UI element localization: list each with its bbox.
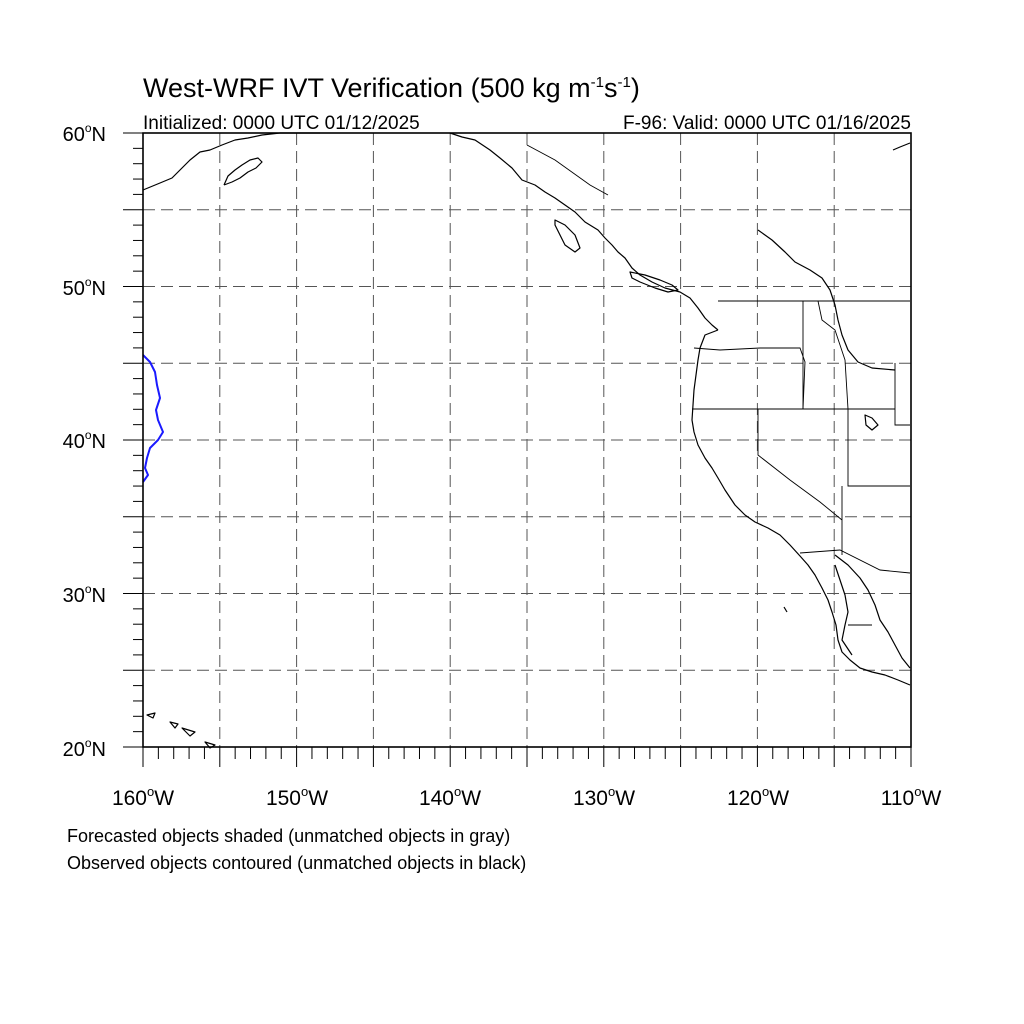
lon-label-140: 140oW	[419, 784, 481, 810]
island-great-salt-lake	[864, 414, 879, 431]
lon-label-150: 150oW	[266, 784, 328, 810]
coastline-alaska-east	[757, 229, 896, 371]
border-idaho-mt	[817, 300, 849, 410]
lon-label-110: 110oW	[881, 784, 942, 810]
island-hawaii-2	[169, 721, 179, 729]
lon-label-130: 130oW	[573, 784, 635, 810]
graticule	[143, 133, 911, 747]
lat-label-60: 60oN	[63, 121, 106, 146]
border-ca-nv	[757, 409, 843, 521]
island-2	[554, 219, 581, 253]
latitude-labels: 60oN 50oN 40oN 30oN 20oN	[63, 121, 106, 761]
coastline-baja	[834, 564, 853, 656]
observed-ivt-object	[142, 354, 164, 483]
border-wy	[894, 363, 910, 426]
forecast-objects-note: Forecasted objects shaded (unmatched obj…	[67, 826, 511, 846]
lat-label-30: 30oN	[63, 582, 106, 607]
island-hawaii-3	[181, 727, 196, 737]
map-title: West-WRF IVT Verification (500 kg m-1s-1…	[143, 73, 640, 103]
longitude-labels: 160oW 150oW 140oW 130oW 120oW 110oW	[112, 784, 942, 810]
lat-label-50: 50oN	[63, 275, 106, 300]
coastline-alaska-gulf	[449, 132, 719, 331]
coastline-baja-gulf	[834, 554, 911, 669]
init-time-label: Initialized: 0000 UTC 01/12/2025	[143, 113, 420, 134]
coastline-hudson	[892, 142, 911, 151]
coastline-pacific-us	[691, 329, 911, 686]
island-hawaii-1	[146, 712, 156, 719]
coastlines	[142, 132, 911, 749]
border-us-mexico	[799, 549, 911, 574]
border-alaska-canada	[526, 144, 609, 196]
map-frame	[142, 132, 912, 748]
border-nv-ut	[847, 409, 910, 487]
lat-label-40: 40oN	[63, 428, 106, 453]
island-channel	[783, 606, 788, 613]
lon-label-160: 160oW	[112, 784, 174, 810]
border-wa-or	[693, 347, 806, 410]
island-vancouver	[629, 271, 679, 293]
valid-time-label: F-96: Valid: 0000 UTC 01/16/2025	[623, 113, 911, 134]
axis-ticks	[123, 132, 912, 767]
lat-label-20: 20oN	[63, 736, 106, 761]
lon-label-120: 120oW	[727, 784, 789, 810]
political-borders	[526, 144, 911, 626]
island-1	[223, 157, 263, 186]
coastline-alaska	[142, 132, 320, 191]
observed-objects-note: Observed objects contoured (unmatched ob…	[67, 853, 527, 873]
